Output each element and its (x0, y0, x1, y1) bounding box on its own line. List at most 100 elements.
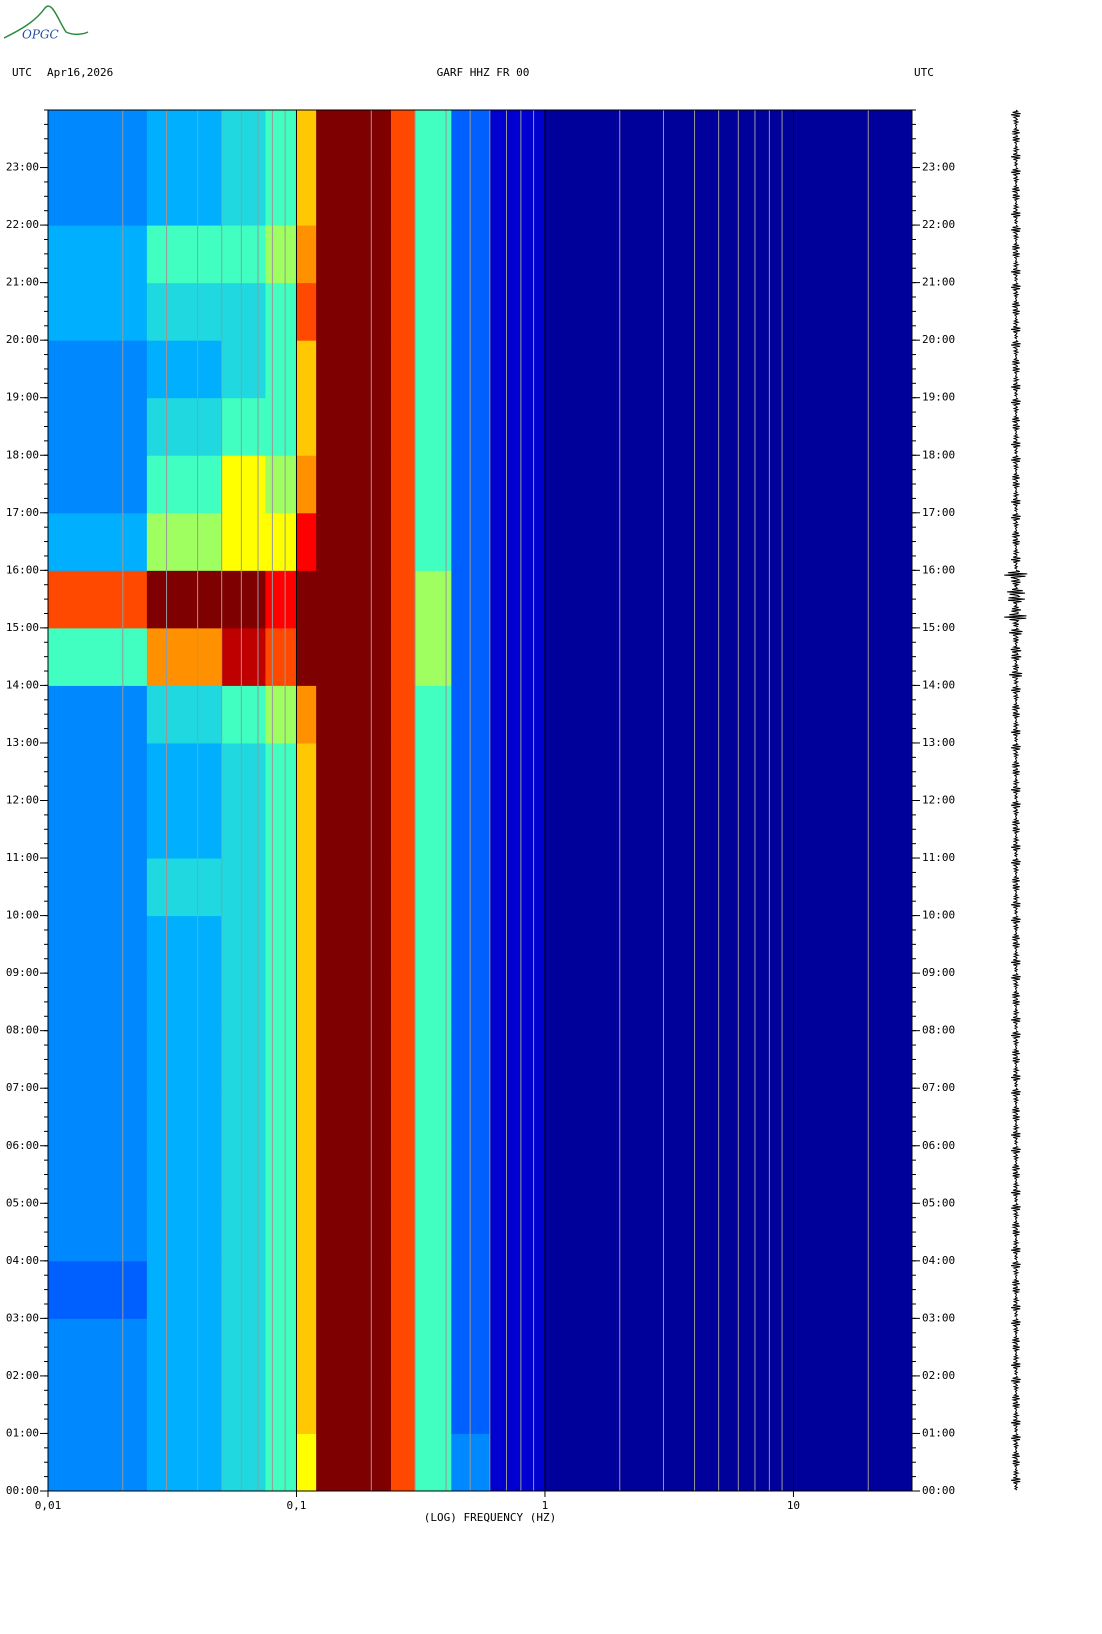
power-cell (48, 455, 148, 514)
power-cell (316, 685, 392, 744)
power-cell (316, 512, 392, 571)
power-cell (146, 800, 223, 859)
power-cell (48, 1088, 148, 1147)
power-cell (390, 225, 416, 284)
power-cell (390, 1203, 416, 1262)
power-cell (451, 570, 491, 629)
power-cell (48, 1260, 148, 1319)
power-cell (544, 800, 913, 859)
power-cell (48, 225, 148, 284)
power-cell (221, 1145, 266, 1204)
power-cell (221, 742, 266, 801)
power-cell (48, 1203, 148, 1262)
logo-text: OPGC (22, 28, 59, 42)
power-cell (221, 455, 266, 514)
power-cell (296, 110, 317, 169)
power-cell (390, 685, 416, 744)
power-cell (296, 1260, 317, 1319)
power-cell (451, 973, 491, 1032)
power-cell (544, 110, 913, 169)
power-cell (296, 1375, 317, 1434)
power-cell (221, 1030, 266, 1089)
power-cell (451, 915, 491, 974)
power-cell (390, 512, 416, 571)
power-cell (390, 1433, 416, 1492)
power-cell (296, 800, 317, 859)
power-cell (48, 1030, 148, 1089)
power-cell (146, 1030, 223, 1089)
power-cell (48, 1145, 148, 1204)
power-cell (451, 742, 491, 801)
power-cell (296, 397, 317, 456)
power-cell (221, 340, 266, 399)
power-cell (48, 858, 148, 917)
y-tick-label: 11:00 (6, 851, 39, 864)
power-cell (146, 110, 223, 169)
power-cell (390, 397, 416, 456)
power-cell (221, 685, 266, 744)
power-cell (296, 570, 317, 629)
seismogram-segment (1011, 109, 1021, 167)
y-tick-label-right: 04:00 (922, 1254, 955, 1267)
power-cell (544, 512, 913, 571)
y-tick-label-right: 12:00 (922, 794, 955, 807)
logo-curve (3, 5, 89, 39)
power-cell (390, 1145, 416, 1204)
power-cell (316, 1145, 392, 1204)
power-cell (146, 570, 223, 629)
power-cell (316, 397, 392, 456)
power-cell (221, 1433, 266, 1492)
power-cell (296, 1203, 317, 1262)
power-cell (146, 340, 223, 399)
power-cell (451, 1203, 491, 1262)
power-cell (48, 1375, 148, 1434)
power-cell (390, 1260, 416, 1319)
power-cell (390, 1088, 416, 1147)
power-cell (489, 1260, 546, 1319)
power-cell (544, 167, 913, 226)
power-cell (316, 973, 392, 1032)
y-tick-label-right: 19:00 (922, 391, 955, 404)
power-cell (544, 1203, 913, 1262)
power-cell (489, 167, 546, 226)
y-tick-label: 15:00 (6, 621, 39, 634)
power-cell (265, 1433, 297, 1492)
power-cell (296, 225, 317, 284)
power-cell (316, 858, 392, 917)
power-cell (544, 1318, 913, 1377)
y-tick-label: 18:00 (6, 448, 39, 461)
power-cell (451, 1030, 491, 1089)
power-cell (544, 742, 913, 801)
power-cell (221, 973, 266, 1032)
power-cell (489, 915, 546, 974)
power-cell (296, 685, 317, 744)
power-cell (390, 858, 416, 917)
seismogram-segment (1011, 1375, 1021, 1433)
power-cell (265, 973, 297, 1032)
power-cell (265, 742, 297, 801)
power-cell (489, 1375, 546, 1434)
power-cell (316, 570, 392, 629)
power-cell (451, 1145, 491, 1204)
power-cell (544, 397, 913, 456)
y-tick-label: 09:00 (6, 966, 39, 979)
seismogram-segment (1011, 1030, 1021, 1088)
power-cell (48, 800, 148, 859)
power-cell (265, 915, 297, 974)
power-cell (221, 1318, 266, 1377)
power-cell (265, 110, 297, 169)
power-cell (296, 915, 317, 974)
power-cell (221, 512, 266, 571)
power-cell (489, 225, 546, 284)
power-cell (296, 1088, 317, 1147)
y-tick-label-right: 11:00 (922, 851, 955, 864)
left-label: UTC (12, 66, 32, 79)
power-cell (544, 973, 913, 1032)
power-cell (316, 110, 392, 169)
power-cell (544, 1030, 913, 1089)
y-tick-label-right: 21:00 (922, 276, 955, 289)
power-cell (48, 685, 148, 744)
power-cell (48, 397, 148, 456)
seismogram-segment (1011, 1260, 1021, 1318)
seismogram-segment (1009, 627, 1023, 685)
